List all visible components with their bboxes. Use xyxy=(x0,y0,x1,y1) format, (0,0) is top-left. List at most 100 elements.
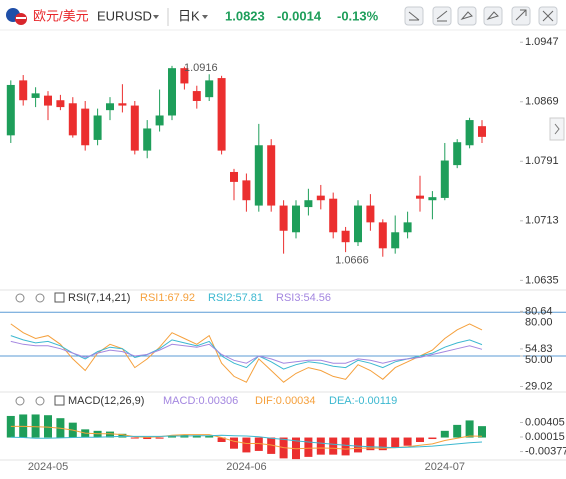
x-tick-label: 2024-06 xyxy=(226,461,266,473)
candle-body xyxy=(403,222,412,233)
y-tick-label: 50.00 xyxy=(525,354,553,366)
candle-body xyxy=(205,80,214,98)
candle-body xyxy=(230,171,238,182)
histogram-bar xyxy=(478,426,486,438)
candle-body xyxy=(217,78,226,151)
histogram-bar xyxy=(205,435,214,438)
flag-icon xyxy=(6,8,27,25)
period[interactable]: 日K xyxy=(178,8,200,23)
histogram-bar xyxy=(354,437,362,453)
dropdown-arrow[interactable] xyxy=(202,15,208,19)
eye-icon[interactable] xyxy=(15,396,25,406)
tool-button[interactable] xyxy=(457,6,477,26)
candle-body xyxy=(366,205,375,223)
histogram-bar xyxy=(168,436,176,438)
y-tick-label: 1.0635 xyxy=(525,274,559,286)
candle-body xyxy=(391,232,400,249)
histogram-bar xyxy=(440,430,449,438)
candle-body xyxy=(168,68,176,116)
tool-button[interactable] xyxy=(483,6,503,26)
change: -0.0014 xyxy=(277,8,322,23)
dropdown-arrow[interactable] xyxy=(153,15,159,19)
candle-body xyxy=(440,160,449,198)
y-tick-label: 80.00 xyxy=(525,316,553,328)
y-tick-label: 1.0947 xyxy=(525,36,559,48)
candle-body xyxy=(242,180,251,201)
histogram-bar xyxy=(391,437,400,448)
rsi-line xyxy=(10,323,483,383)
x-tick-label: 2024-07 xyxy=(425,461,465,473)
candle-body xyxy=(428,197,437,201)
legend-label: RSI2:57.81 xyxy=(208,292,263,304)
y-tick-label: 80.64 xyxy=(525,305,553,317)
candle-body xyxy=(93,115,102,140)
histogram-bar xyxy=(44,415,52,438)
legend-label: RSI1:67.92 xyxy=(140,292,195,304)
rsi-controls xyxy=(15,292,65,406)
histogram-bar xyxy=(453,424,462,438)
candle-body xyxy=(354,205,362,243)
histogram-bar xyxy=(155,437,164,439)
candle-body xyxy=(155,115,164,126)
candle-body xyxy=(31,93,40,98)
candle-body xyxy=(316,195,325,201)
y-tick-label: 0.00405 xyxy=(525,416,565,428)
candle-body xyxy=(267,145,276,206)
candle-body xyxy=(341,230,350,243)
histogram-bar xyxy=(403,437,412,446)
indicator-icon[interactable] xyxy=(54,292,65,303)
candle-body xyxy=(465,120,474,146)
histogram-bar xyxy=(130,437,139,439)
pair-name[interactable]: 欧元/美元 xyxy=(33,8,89,23)
candle-body xyxy=(106,103,114,111)
candle-body xyxy=(416,195,424,199)
histogram-bar xyxy=(341,437,350,456)
candle-body xyxy=(68,103,77,136)
histogram-bar xyxy=(378,437,387,451)
candle-body xyxy=(130,105,139,151)
y-tick-label: 1.0713 xyxy=(525,215,559,227)
candle-body xyxy=(81,108,90,146)
eye-icon[interactable] xyxy=(15,293,25,303)
legend-label: RSI3:54.56 xyxy=(276,292,331,304)
candle-body xyxy=(279,205,288,231)
histogram-bar xyxy=(465,420,474,438)
y-tick-label: 1.0791 xyxy=(525,155,559,167)
y-tick-label: -0.00377 xyxy=(525,445,566,457)
histogram-bar xyxy=(329,437,338,455)
y-tick-label: 54.83 xyxy=(525,343,553,355)
candle-body xyxy=(304,200,313,208)
tool-button[interactable] xyxy=(432,6,452,26)
candle-body xyxy=(453,142,462,166)
y-tick-label: 0.00015 xyxy=(525,431,565,443)
legend-label: MACD:0.00306 xyxy=(163,395,238,407)
settings-icon[interactable] xyxy=(35,293,45,303)
price: 1.0823 xyxy=(225,8,265,23)
rsi-title: RSI(7,14,21) xyxy=(68,292,130,304)
candle-body xyxy=(118,103,127,106)
histogram-bar xyxy=(416,437,424,442)
macd-title: MACD(12,26,9) xyxy=(68,395,144,407)
candle-body xyxy=(56,100,65,108)
candle-body xyxy=(19,80,28,101)
histogram-bar xyxy=(118,433,127,438)
histogram-bar xyxy=(254,437,263,451)
x-tick-label: 2024-05 xyxy=(28,461,68,473)
collapse-button[interactable] xyxy=(549,117,565,141)
y-tick-label: 29.02 xyxy=(525,380,553,392)
histogram-bar xyxy=(242,437,251,453)
macd-line xyxy=(10,434,483,449)
settings-icon[interactable] xyxy=(35,396,45,406)
histogram-bar xyxy=(428,437,437,440)
symbol[interactable]: EURUSD xyxy=(97,8,152,23)
candle-body xyxy=(192,91,201,101)
indicator-icon[interactable] xyxy=(54,395,65,406)
histogram-bar xyxy=(192,435,201,438)
change-percent: -0.13% xyxy=(337,8,379,23)
legend-label: DEA:-0.00119 xyxy=(329,395,397,407)
min-label: 1.0666 xyxy=(335,255,369,267)
histogram-bar xyxy=(31,414,40,438)
candle-body xyxy=(378,222,387,249)
